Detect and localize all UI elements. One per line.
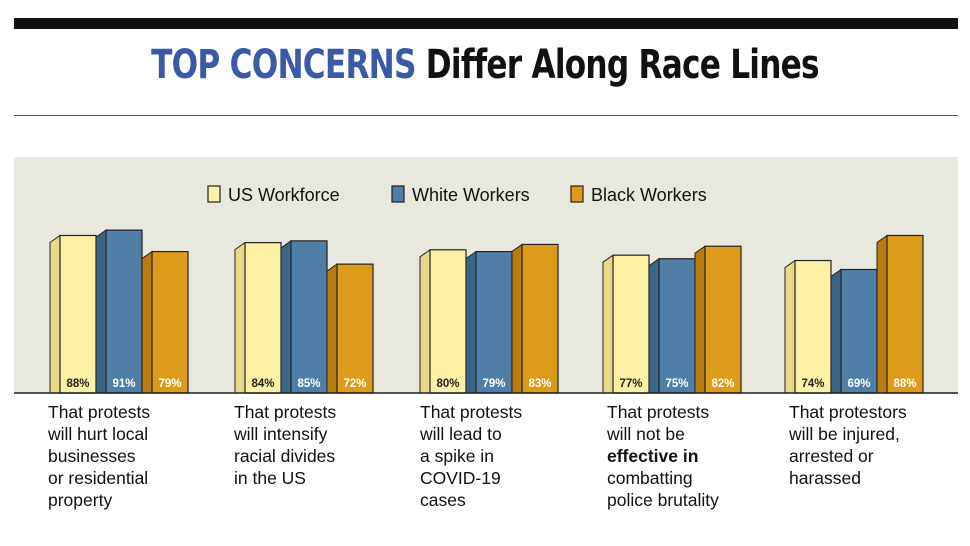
bar-side <box>511 243 523 394</box>
title-highlight: TOP CONCERNS <box>151 42 416 88</box>
title-rest: Differ Along Race Lines <box>425 42 820 88</box>
bar-side <box>95 229 107 394</box>
bar-value-label: 74% <box>801 378 824 390</box>
bar <box>475 250 513 394</box>
bar-side <box>602 254 614 394</box>
bar <box>429 249 467 394</box>
bar <box>704 245 742 394</box>
legend-swatch <box>391 185 405 203</box>
category-label-line: businesses <box>48 446 136 466</box>
bar <box>612 254 650 394</box>
bar <box>886 234 924 394</box>
bar-value-label: 79% <box>158 378 181 390</box>
category-label-line: That protests <box>48 402 150 422</box>
bar-value-label: 75% <box>665 378 688 390</box>
bar-side <box>419 248 431 394</box>
bar <box>244 242 282 394</box>
bar-value-label: 88% <box>893 378 916 390</box>
category-label-line: will be injured, <box>788 424 900 444</box>
category-label-line: or residential <box>48 468 148 488</box>
category-label-line: That protests <box>234 402 336 422</box>
bar-value-label: 80% <box>436 378 459 390</box>
bar-value-label: 84% <box>251 378 274 390</box>
bar <box>840 268 878 394</box>
legend-label: Black Workers <box>591 185 707 205</box>
bar-side <box>465 250 477 394</box>
bar-side <box>648 257 660 394</box>
bar-value-label: 77% <box>619 378 642 390</box>
category-label-line: in the US <box>234 468 306 488</box>
category-label-line: That protests <box>420 402 522 422</box>
bar-side <box>830 268 842 394</box>
category-label-line: police brutality <box>607 490 719 510</box>
legend-label: White Workers <box>412 185 530 205</box>
legend-swatch <box>207 185 221 203</box>
category-label-line: effective in <box>607 446 698 466</box>
category-label-line: arrested or <box>789 446 874 466</box>
chart-title: TOP CONCERNS Differ Along Race Lines <box>107 42 864 88</box>
category-label-line: will intensify <box>233 424 328 444</box>
bar-side <box>694 245 706 394</box>
bar-side <box>49 234 61 394</box>
category-label-line: will hurt local <box>47 424 148 444</box>
bar-side <box>141 250 153 394</box>
bar-side <box>326 263 338 394</box>
bar <box>151 250 189 394</box>
bar <box>290 240 328 394</box>
top-rule <box>14 18 958 29</box>
bar <box>105 229 143 394</box>
bar <box>336 263 374 394</box>
bar-value-label: 79% <box>482 378 505 390</box>
legend-swatch <box>570 185 584 203</box>
category-label-line: COVID-19 <box>420 468 501 488</box>
category-label-line: That protestors <box>789 402 907 422</box>
category-label-line: cases <box>420 490 466 510</box>
category-label-line: That protests <box>607 402 709 422</box>
bar-side <box>876 234 888 394</box>
bar <box>521 243 559 394</box>
bar-value-label: 88% <box>66 378 89 390</box>
bar-value-label: 82% <box>711 378 734 390</box>
category-label-line: a spike in <box>420 446 494 466</box>
bar-side <box>784 259 796 394</box>
category-label-line: harassed <box>789 468 861 488</box>
category-label-line: combatting <box>607 468 693 488</box>
category-label-line: racial divides <box>234 446 335 466</box>
category-label-line: will not be <box>606 424 685 444</box>
bar-value-label: 85% <box>297 378 320 390</box>
bar-value-label: 69% <box>847 378 870 390</box>
bar-value-label: 83% <box>528 378 551 390</box>
bar <box>59 234 97 394</box>
bar-side <box>280 239 292 394</box>
category-label-line: property <box>48 490 112 510</box>
title-rule <box>14 115 958 116</box>
category-label-line: will lead to <box>419 424 502 444</box>
bar-value-label: 91% <box>112 378 135 390</box>
bar-value-label: 72% <box>343 378 366 390</box>
bar-side <box>234 241 246 394</box>
bar <box>794 259 832 394</box>
legend-label: US Workforce <box>228 185 340 205</box>
bar <box>658 258 696 394</box>
